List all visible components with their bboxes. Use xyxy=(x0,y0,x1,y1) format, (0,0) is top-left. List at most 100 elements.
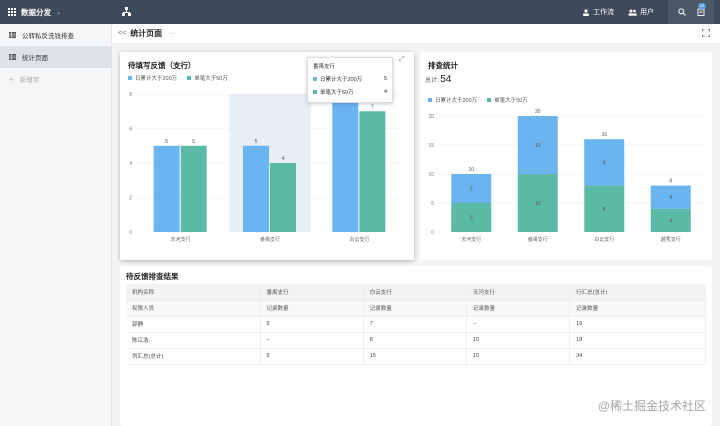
users-icon xyxy=(628,9,637,16)
segment-label: 5 xyxy=(470,216,473,222)
y-tick-label: 4 xyxy=(129,161,132,167)
bar-segment xyxy=(584,139,625,186)
sidebar-item-label: 新增项 xyxy=(19,77,40,84)
segment-label: 4 xyxy=(669,218,672,224)
legend-label: 日累计大于200万 xyxy=(135,76,178,82)
header-cell: 白云支行 xyxy=(363,284,467,301)
segment-label: 10 xyxy=(535,201,541,207)
feedback-chart-card: 待填写反馈（支行） 日累计大于200万 单笔大于50万 0 2 4 6 8 5 5 天河支行 5… xyxy=(120,52,414,260)
feedback-bar-chart[interactable]: 0 2 4 6 8 5 5 天河支行 5 4 番禺支行 7 白云支行 xyxy=(120,88,414,258)
bar xyxy=(359,111,386,232)
bar-segment xyxy=(650,185,691,209)
y-tick-label: 2 xyxy=(129,196,132,202)
table-cell: 郭静 xyxy=(126,316,261,333)
total-count: 总计: 54 xyxy=(425,74,451,85)
table-cell: 9 xyxy=(260,348,364,365)
fullscreen-icon[interactable] xyxy=(702,29,710,37)
table-header-row: 机构名称 番禺支行 白云支行 天河支行 行汇总(总计) xyxy=(126,284,706,301)
notification-icon[interactable] xyxy=(697,8,705,16)
table-cell: -- xyxy=(260,332,364,349)
workflow-icon xyxy=(583,8,589,16)
table-cell: 9 xyxy=(260,316,364,333)
x-tick-label: 白云支行 xyxy=(594,236,614,243)
table-row[interactable]: 郭静 9 7 -- 16 xyxy=(126,316,706,333)
topbar-tools: 22 xyxy=(668,0,714,24)
table-icon xyxy=(9,32,16,38)
search-icon[interactable] xyxy=(677,8,686,16)
legend-item[interactable]: 日累计大于200万 xyxy=(128,74,177,82)
tooltip-title: 番禺支行 xyxy=(313,64,336,70)
x-tick-label: 天河支行 xyxy=(171,236,191,243)
sidebar-item-label: 统计页面 xyxy=(22,55,48,62)
bar xyxy=(243,145,269,232)
header-cell: 天河支行 xyxy=(466,284,571,301)
bar xyxy=(153,145,180,232)
segment-label: 4 xyxy=(669,195,672,201)
bar xyxy=(332,94,359,232)
x-tick-label: 白云支行 xyxy=(349,236,369,243)
sidebar: 公转私反洗钱排查 统计页面 + 新增项 xyxy=(0,24,112,426)
top-bar: 数据分发 ⌄ 工作流 用户 22 xyxy=(0,0,720,24)
table-cell: 18 xyxy=(569,332,706,349)
bar-segment xyxy=(650,208,691,232)
table-cell: 列汇总(总计) xyxy=(126,348,261,365)
more-options-icon[interactable]: ··· xyxy=(168,30,176,37)
legend-label: 日累计大于200万 xyxy=(435,98,478,104)
header-cell: 机构名称 xyxy=(126,284,261,301)
header-cell: 记录数量 xyxy=(363,300,467,317)
page-title: 统计页面 xyxy=(130,29,163,38)
tooltip-swatch xyxy=(313,77,317,81)
users-label: 用户 xyxy=(640,9,654,16)
chevron-down-icon[interactable]: ⌄ xyxy=(56,9,62,16)
sidebar-item-aml-check[interactable]: 公转私反洗钱排查 xyxy=(0,24,111,46)
legend-label: 单笔大于50万 xyxy=(494,98,528,104)
total-label: 8 xyxy=(669,179,672,185)
app-title[interactable]: 数据分发 xyxy=(21,7,51,17)
bar-segment xyxy=(451,203,492,232)
table-icon xyxy=(9,54,16,60)
x-tick-label: 番禺支行 xyxy=(260,236,280,243)
table-cell: 陈江浩 xyxy=(126,332,261,349)
y-tick-label: 20 xyxy=(428,114,434,120)
chart-title: 待填写反馈（支行） xyxy=(128,61,196,70)
legend-item[interactable]: 单笔大于50万 xyxy=(487,96,528,104)
chart-title: 排查统计 xyxy=(428,61,458,70)
segment-label: 8 xyxy=(603,207,606,213)
sidebar-add-item[interactable]: + 新增项 xyxy=(0,68,111,90)
pending-results-card: 待反馈排查结果 机构名称 番禺支行 白云支行 天河支行 行汇总(总计) 权限人员… xyxy=(120,266,712,426)
workbench-label: 工作流 xyxy=(593,9,614,16)
header-cell: 番禺支行 xyxy=(260,284,364,301)
x-tick-label: 番禺支行 xyxy=(528,236,548,243)
tooltip-value: 5 xyxy=(383,76,387,82)
legend-item[interactable]: 单笔大于50万 xyxy=(187,74,228,82)
grid-menu-icon[interactable] xyxy=(8,8,16,16)
table-cell: -- xyxy=(466,316,571,333)
y-tick-label: 0 xyxy=(431,230,434,236)
table-row[interactable]: 列汇总(总计) 9 15 10 34 xyxy=(126,348,706,365)
collapse-sidebar-icon[interactable]: << xyxy=(118,30,127,37)
segment-label: 5 xyxy=(470,187,473,193)
app-switcher[interactable]: 数据分发 ⌄ xyxy=(0,7,61,18)
stats-stacked-bar-chart[interactable]: 0 5 10 15 20 5 5 10 天河支行 10 10 20 番禺支行 8 8 16 白云支行 4 4 8 越秀支… xyxy=(420,108,712,258)
expand-icon[interactable]: ⤢ xyxy=(399,56,405,63)
table-row[interactable]: 陈江浩 -- 8 10 18 xyxy=(126,332,706,349)
table-subheader-row: 权限人员 记录数量 记录数量 记录数量 记录数量 xyxy=(126,300,706,317)
total-label: 总计: xyxy=(425,78,439,84)
segment-label: 10 xyxy=(535,143,541,149)
header-cell: 记录数量 xyxy=(569,300,706,317)
users-nav[interactable]: 用户 xyxy=(628,7,654,17)
sidebar-item-stats-page[interactable]: 统计页面 xyxy=(0,46,111,68)
workbench-nav[interactable]: 工作流 xyxy=(582,7,614,17)
header-cell: 记录数量 xyxy=(260,300,364,317)
data-label: 7 xyxy=(371,104,374,110)
data-label: 5 xyxy=(192,139,195,145)
legend-swatch xyxy=(187,76,192,80)
page-header: << 统计页面 ··· xyxy=(112,24,720,44)
data-label: 5 xyxy=(255,139,258,145)
hierarchy-icon[interactable] xyxy=(122,7,131,16)
table-cell: 16 xyxy=(569,316,706,333)
legend-item[interactable]: 日累计大于200万 xyxy=(428,96,477,104)
table-cell: 10 xyxy=(466,348,571,365)
bar-segment xyxy=(451,174,492,203)
total-value: 54 xyxy=(440,74,452,85)
